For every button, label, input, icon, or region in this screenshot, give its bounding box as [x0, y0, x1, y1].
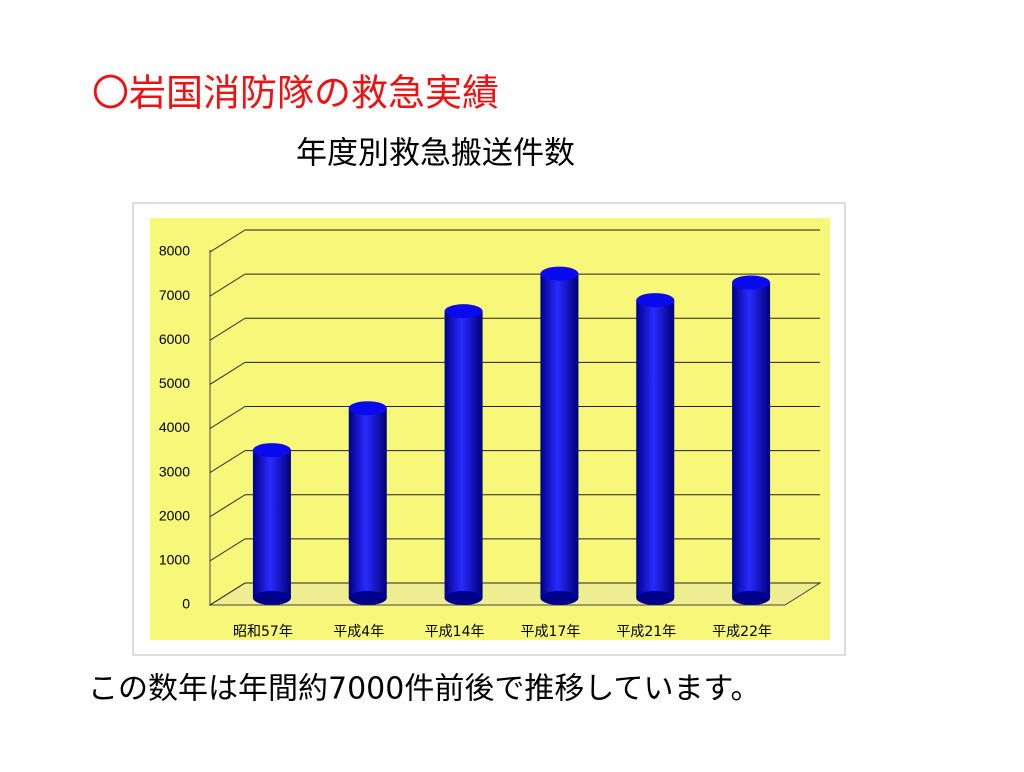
- floor: [208, 582, 822, 606]
- bar-top: [732, 275, 771, 290]
- y-tick-label: 2000: [159, 507, 190, 523]
- y-tick-label: 8000: [159, 243, 190, 259]
- y-tick-label: 5000: [159, 375, 190, 391]
- grid-line: [209, 494, 246, 518]
- grid-line: [209, 229, 246, 253]
- bar-bottom: [636, 591, 675, 605]
- bar-bottom: [252, 591, 291, 605]
- x-tick-label: 平成14年: [425, 624, 485, 640]
- bar-bottom: [444, 591, 483, 605]
- y-tick-label: 0: [182, 596, 190, 612]
- grid-line: [209, 361, 246, 385]
- grid-line: [209, 538, 246, 562]
- x-tick-label: 平成21年: [616, 624, 676, 640]
- y-tick-label: 1000: [159, 552, 190, 568]
- bar-bottom: [732, 591, 771, 605]
- bar: [636, 300, 675, 598]
- slide-note: この数年は年間約7000件前後で推移しています。: [88, 672, 760, 707]
- y-tick-label: 4000: [159, 419, 190, 435]
- bar-bottom: [348, 591, 387, 605]
- x-tick-label: 昭和57年: [233, 624, 293, 640]
- bar: [444, 311, 483, 598]
- plot-area: [150, 218, 830, 640]
- bar-top: [444, 304, 483, 319]
- x-tick-label: 平成17年: [521, 624, 581, 640]
- slide-title: 〇岩国消防隊の救急実績: [92, 72, 499, 115]
- slide-subtitle: 年度別救急搬送件数: [296, 136, 575, 172]
- bar: [540, 273, 579, 598]
- grid-line: [209, 406, 246, 429]
- bar-top: [636, 293, 675, 308]
- bar-top: [348, 401, 387, 416]
- grid-line: [209, 582, 246, 606]
- x-tick-label: 平成4年: [333, 624, 384, 640]
- bar-bottom: [540, 591, 579, 605]
- y-tick-label: 7000: [159, 287, 190, 303]
- x-tick-label: 平成22年: [712, 624, 772, 640]
- chart: 0 1000 2000 3000 4000 5000 6000 7000 8000 昭和57年 平成…: [159, 229, 820, 640]
- bar-top: [540, 266, 579, 281]
- bar: [252, 450, 291, 598]
- bar: [348, 408, 387, 598]
- grid-line: [209, 450, 246, 474]
- grid-line: [209, 317, 246, 341]
- grid-line: [209, 273, 246, 297]
- bar-top: [252, 443, 291, 458]
- y-tick-label: 3000: [159, 463, 190, 479]
- bar: [732, 282, 771, 598]
- y-tick-label: 6000: [159, 331, 190, 347]
